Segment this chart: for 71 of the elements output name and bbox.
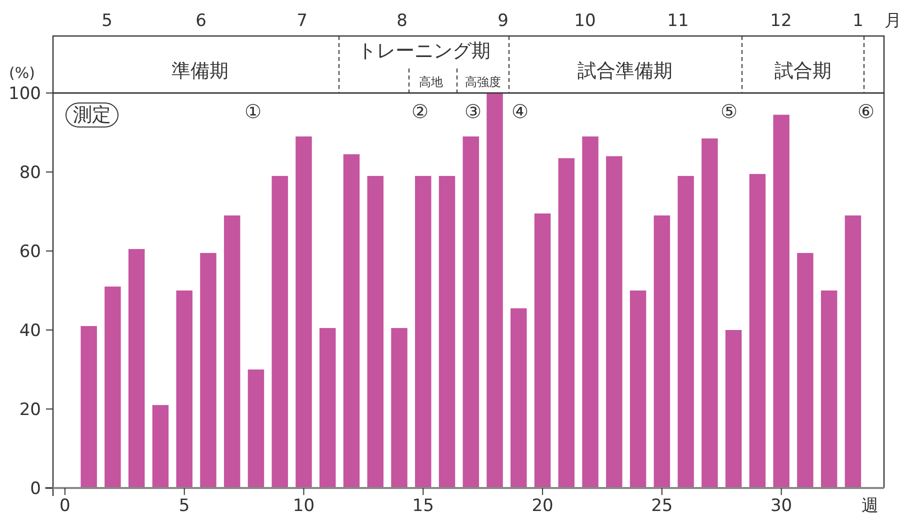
bar	[415, 176, 432, 488]
bar	[176, 290, 192, 488]
annotation: ③	[464, 101, 482, 123]
text: 9	[498, 11, 508, 31]
bar	[654, 215, 670, 488]
x-tick-label: 20	[532, 496, 554, 514]
x-tick-label: 25	[651, 496, 673, 514]
annotation: ⑤	[720, 101, 738, 123]
bar	[80, 326, 97, 488]
bar	[486, 93, 503, 488]
text: 1	[852, 11, 864, 31]
bar	[534, 213, 551, 488]
bar	[773, 114, 790, 488]
bar	[606, 156, 622, 488]
x-tick-label: 10	[292, 496, 315, 514]
text: 10	[574, 11, 596, 31]
y-tick-label: 80	[19, 163, 41, 183]
x-tick-label: 0	[60, 496, 70, 514]
text: トレーニング期	[358, 40, 490, 62]
text: 高地	[419, 75, 443, 89]
x-tick-label: 30	[770, 496, 792, 514]
bar	[391, 328, 408, 488]
text: 試合期	[774, 60, 832, 82]
bar	[844, 215, 862, 488]
bar	[319, 328, 336, 488]
bar	[343, 154, 360, 488]
bar	[749, 174, 766, 488]
x-tick-label: 15	[412, 496, 434, 514]
text: 月	[884, 11, 902, 31]
bar	[367, 176, 384, 488]
annotation: ①	[244, 101, 262, 123]
text: 準備期	[172, 60, 228, 82]
y-tick-label: 60	[19, 242, 41, 262]
text: 8	[396, 11, 408, 31]
bar	[630, 290, 646, 488]
y-tick-label: 0	[30, 479, 41, 499]
y-tick-label: 100	[8, 84, 41, 104]
text: 5	[102, 11, 112, 31]
y-tick-label: 20	[19, 400, 41, 420]
bar	[438, 176, 456, 488]
annotation: ②	[411, 101, 429, 123]
bar	[224, 215, 240, 488]
annotation: 測定	[73, 104, 111, 126]
bar	[678, 176, 694, 488]
bar	[104, 286, 121, 488]
text: 12	[770, 11, 792, 31]
text: 11	[667, 11, 689, 31]
text: 試合準備期	[578, 60, 672, 82]
bar	[558, 158, 575, 488]
bar	[582, 136, 598, 488]
annotation: ⑥	[857, 101, 875, 123]
x-tick-label: 5	[178, 496, 190, 514]
bar	[510, 308, 527, 488]
bar	[702, 138, 718, 488]
bar	[462, 136, 480, 488]
bar	[248, 370, 264, 488]
annotation: ④	[511, 101, 529, 123]
bar	[820, 290, 838, 488]
y-axis-title: (%)	[9, 64, 35, 82]
text: 6	[196, 11, 206, 31]
y-tick-label: 40	[19, 321, 41, 341]
bar	[296, 136, 312, 488]
x-axis-title: 週	[862, 496, 878, 514]
bar	[152, 405, 169, 488]
text: 高強度	[465, 75, 501, 89]
bar	[797, 252, 814, 488]
bar	[200, 252, 216, 488]
bar	[272, 176, 288, 488]
bar	[725, 330, 742, 488]
text: 7	[296, 11, 308, 31]
bar	[128, 249, 145, 488]
